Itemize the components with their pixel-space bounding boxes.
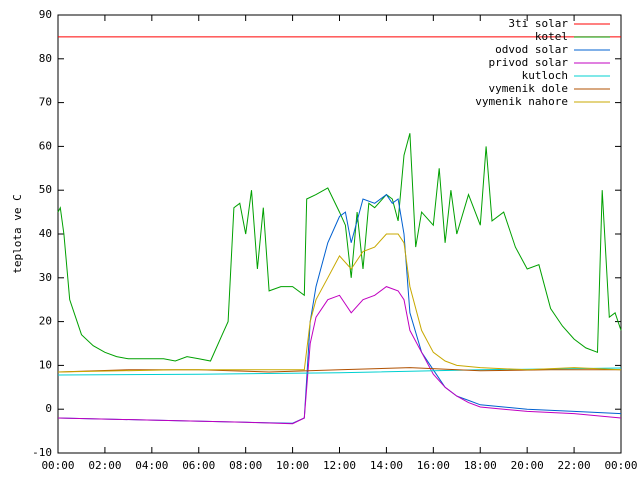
y-tick-label: 30 — [39, 271, 52, 284]
x-tick-label: 00:00 — [41, 459, 74, 472]
x-tick-label: 16:00 — [417, 459, 450, 472]
y-tick-label: 0 — [45, 402, 52, 415]
legend-label: 3ti solar — [508, 17, 568, 30]
x-tick-label: 02:00 — [88, 459, 121, 472]
y-tick-label: 20 — [39, 315, 52, 328]
y-tick-label: -10 — [32, 446, 52, 459]
y-tick-label: 70 — [39, 96, 52, 109]
y-tick-label: 80 — [39, 52, 52, 65]
legend-label: odvod solar — [495, 43, 568, 56]
y-axis-label: teplota ve C — [11, 194, 24, 273]
y-tick-label: 90 — [39, 8, 52, 21]
y-tick-label: 10 — [39, 358, 52, 371]
x-tick-label: 10:00 — [276, 459, 309, 472]
series-line — [57, 286, 622, 425]
y-tick-label: 60 — [39, 139, 52, 152]
x-tick-label: 14:00 — [370, 459, 403, 472]
x-tick-label: 12:00 — [323, 459, 356, 472]
series-line — [57, 367, 622, 376]
x-tick-label: 22:00 — [558, 459, 591, 472]
x-tick-label: 04:00 — [135, 459, 168, 472]
y-tick-label: 50 — [39, 183, 52, 196]
legend-label: vymenik dole — [489, 82, 568, 95]
legend-label: kotel — [535, 30, 568, 43]
series-line — [57, 233, 622, 373]
legend-label: kutloch — [522, 69, 568, 82]
x-tick-label: 06:00 — [182, 459, 215, 472]
x-tick-label: 20:00 — [511, 459, 544, 472]
x-tick-label: 00:00 — [604, 459, 637, 472]
series-line — [57, 133, 622, 362]
series-line — [57, 193, 622, 424]
x-tick-label: 18:00 — [464, 459, 497, 472]
legend-label: vymenik nahore — [475, 95, 568, 108]
x-tick-label: 08:00 — [229, 459, 262, 472]
legend-label: privod solar — [489, 56, 569, 69]
y-tick-label: 40 — [39, 227, 52, 240]
